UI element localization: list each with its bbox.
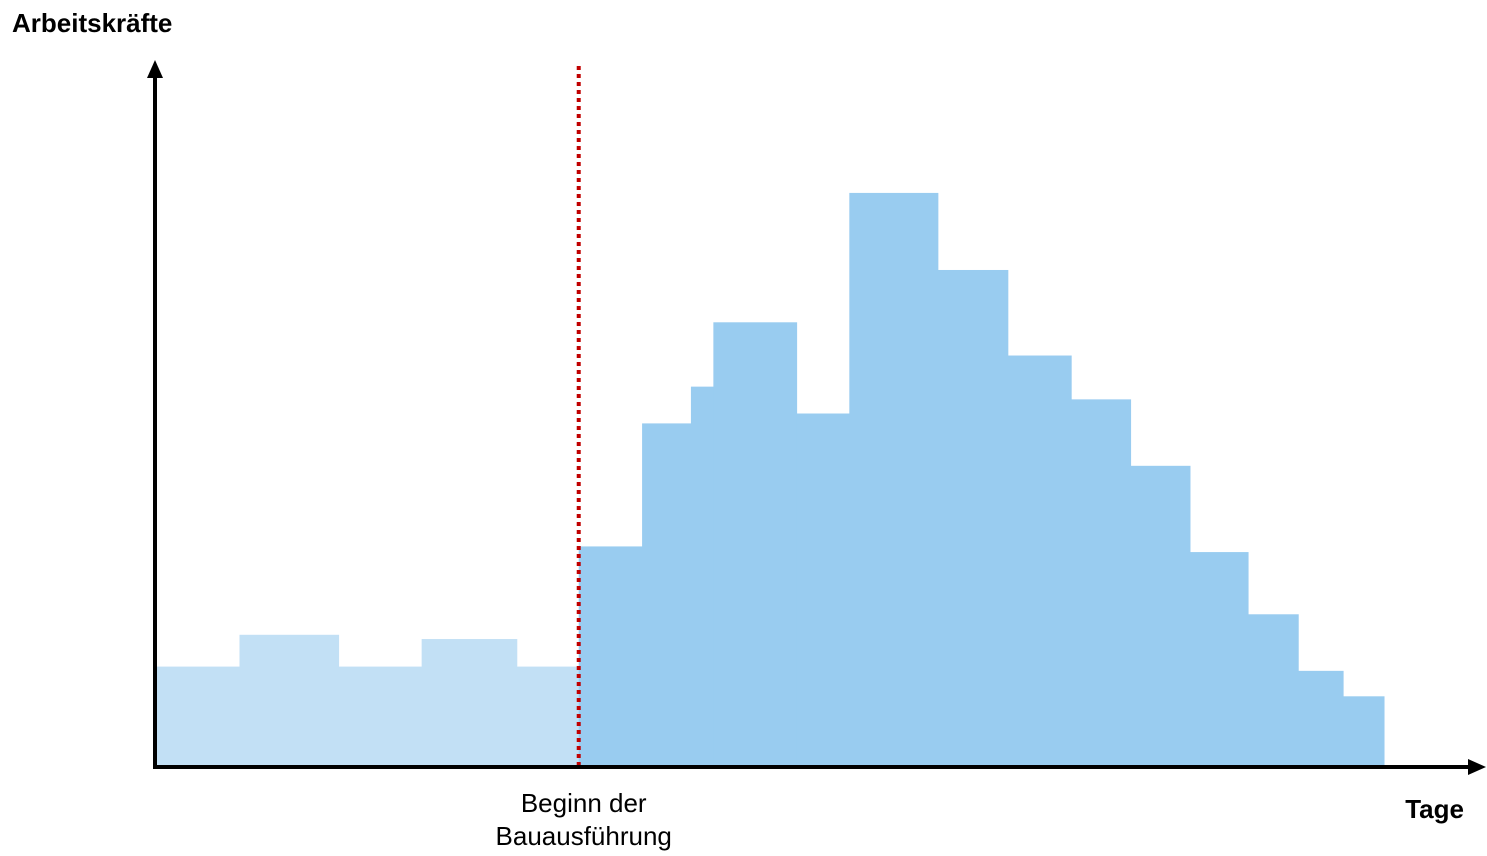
bar-pre-2: [239, 634, 340, 767]
bar-main-7: [642, 423, 692, 767]
bar-main-8: [690, 386, 714, 767]
x-axis-arrow: [1468, 759, 1486, 775]
bar-pre-5: [516, 666, 580, 767]
marker-label-line-1: Beginn der: [521, 788, 647, 818]
bar-main-14: [1071, 399, 1132, 767]
bar-main-11: [849, 192, 939, 767]
marker-label-line-2: Bauausführung: [496, 821, 672, 851]
bar-main-17: [1247, 614, 1299, 767]
bar-main-15: [1130, 465, 1191, 767]
bar-main-18: [1298, 670, 1344, 767]
x-axis-title: Tage: [1405, 794, 1464, 824]
bar-main-10: [796, 413, 850, 767]
y-axis-arrow: [147, 60, 163, 78]
bar-main-6: [578, 546, 643, 767]
bar-main-9: [713, 322, 798, 767]
bar-pre-1: [155, 666, 241, 767]
histogram-bars: [155, 192, 1385, 767]
bar-main-16: [1189, 552, 1249, 767]
bar-pre-3: [338, 666, 423, 767]
bar-main-19: [1343, 696, 1385, 767]
bar-main-12: [937, 269, 1009, 767]
bar-pre-4: [421, 639, 518, 767]
y-axis-title: Arbeitskräfte: [12, 8, 172, 38]
bar-main-13: [1007, 355, 1072, 767]
